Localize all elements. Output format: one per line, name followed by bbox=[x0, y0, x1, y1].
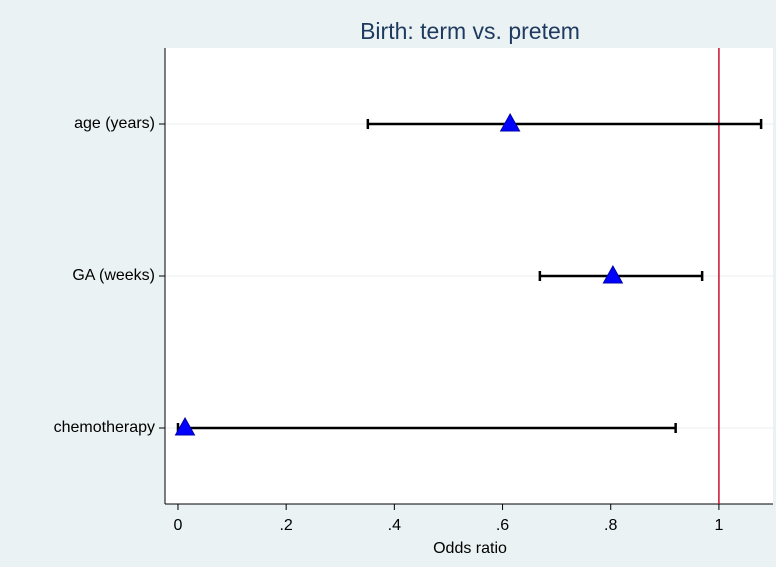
x-tick-label: 1 bbox=[714, 517, 723, 534]
y-tick-label: chemotherapy bbox=[54, 419, 155, 436]
x-axis-label: Odds ratio bbox=[433, 540, 507, 557]
x-tick-label: 0 bbox=[174, 517, 183, 534]
chart-title: Birth: term vs. pretem bbox=[360, 18, 580, 44]
point-marker bbox=[174, 416, 196, 436]
x-tick-label: .2 bbox=[279, 517, 292, 534]
y-tick-label: age (years) bbox=[74, 115, 155, 132]
point-marker bbox=[499, 112, 521, 132]
point-marker bbox=[602, 264, 624, 284]
error-bar bbox=[366, 119, 763, 129]
x-tick-label: .8 bbox=[604, 517, 617, 534]
error-bar bbox=[538, 271, 704, 281]
x-tick-label: .4 bbox=[388, 517, 401, 534]
y-tick-label: GA (weeks) bbox=[72, 267, 155, 284]
x-tick-label: .6 bbox=[496, 517, 509, 534]
